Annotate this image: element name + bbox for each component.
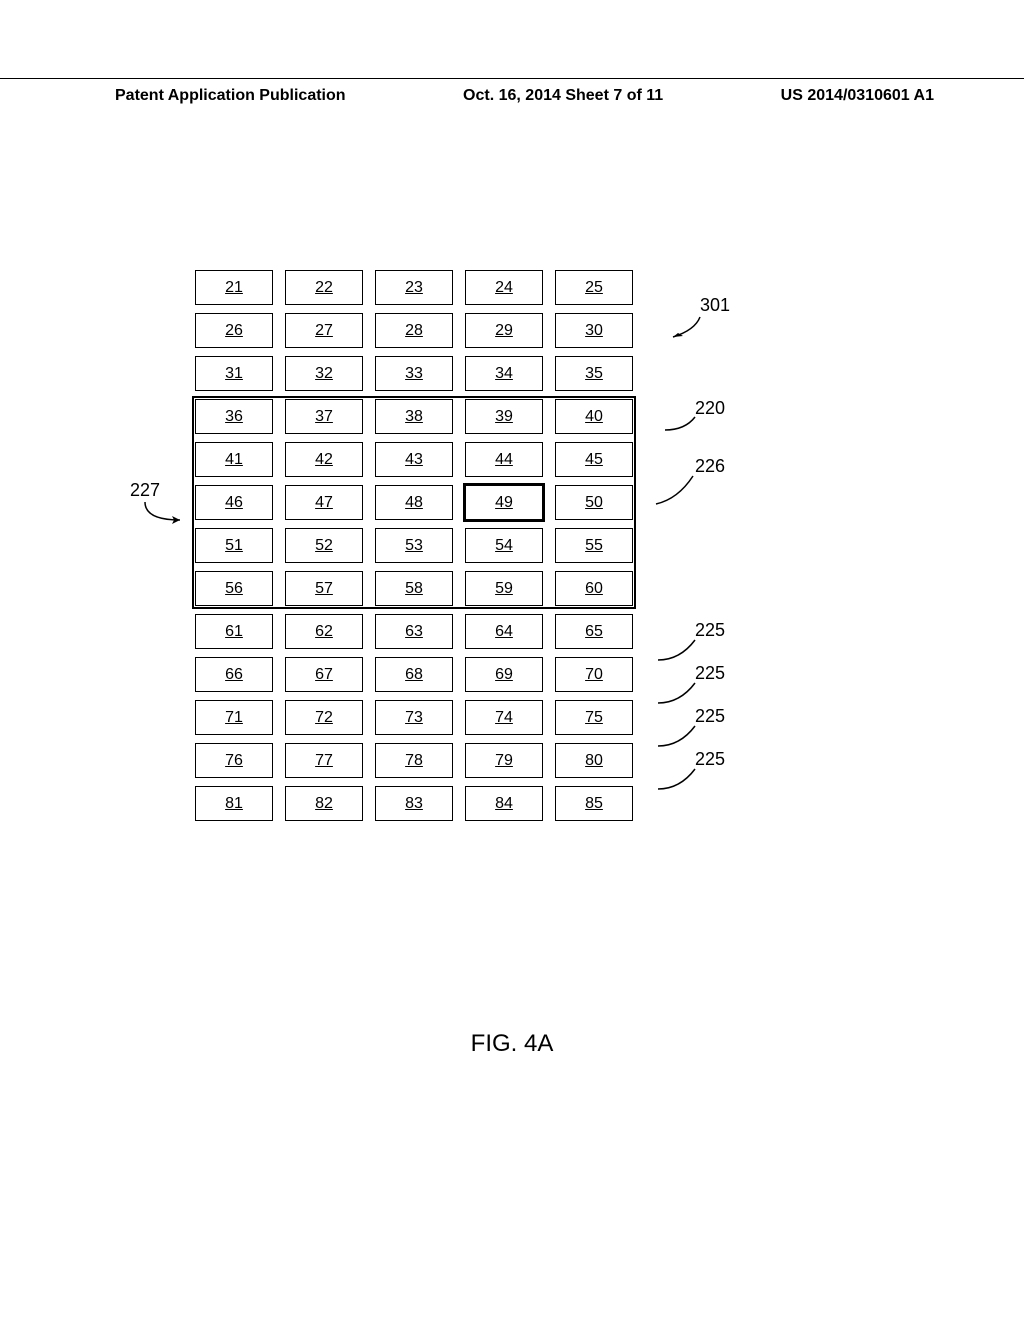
grid-cell: 25 bbox=[555, 270, 633, 305]
grid-cell: 50 bbox=[555, 485, 633, 520]
grid-cell: 41 bbox=[195, 442, 273, 477]
table-row: 71 72 73 74 75 bbox=[195, 700, 755, 735]
grid-cell: 37 bbox=[285, 399, 363, 434]
header-left: Patent Application Publication bbox=[115, 87, 346, 105]
grid-cell: 77 bbox=[285, 743, 363, 778]
page-header: Patent Application Publication Oct. 16, … bbox=[0, 78, 1024, 105]
grid-cell: 57 bbox=[285, 571, 363, 606]
grid-cell: 84 bbox=[465, 786, 543, 821]
figure-label: FIG. 4A bbox=[0, 1030, 1024, 1058]
grid-cell: 60 bbox=[555, 571, 633, 606]
table-row: 36 37 38 39 40 bbox=[195, 399, 755, 434]
grid-cell: 69 bbox=[465, 657, 543, 692]
grid-cell: 59 bbox=[465, 571, 543, 606]
grid-cell: 21 bbox=[195, 270, 273, 305]
table-row: 61 62 63 64 65 bbox=[195, 614, 755, 649]
table-row: 21 22 23 24 25 bbox=[195, 270, 755, 305]
grid-cell: 46 bbox=[195, 485, 273, 520]
leader-227-arrow bbox=[140, 500, 190, 530]
grid-cell: 45 bbox=[555, 442, 633, 477]
grid-cell: 26 bbox=[195, 313, 273, 348]
grid-cell: 27 bbox=[285, 313, 363, 348]
grid-cell: 72 bbox=[285, 700, 363, 735]
table-row: 41 42 43 44 45 bbox=[195, 442, 755, 477]
grid-cell: 52 bbox=[285, 528, 363, 563]
grid-cell: 31 bbox=[195, 356, 273, 391]
table-row: 31 32 33 34 35 bbox=[195, 356, 755, 391]
grid-cell: 62 bbox=[285, 614, 363, 649]
grid-cell: 36 bbox=[195, 399, 273, 434]
grid-cell: 76 bbox=[195, 743, 273, 778]
grid-cell: 49 bbox=[465, 485, 543, 520]
table-row: 26 27 28 29 30 bbox=[195, 313, 755, 348]
table-row: 66 67 68 69 70 bbox=[195, 657, 755, 692]
annotation-227: 227 bbox=[130, 480, 160, 501]
grid-cell: 39 bbox=[465, 399, 543, 434]
header-mid: Oct. 16, 2014 Sheet 7 of 11 bbox=[463, 87, 663, 105]
grid-cell: 44 bbox=[465, 442, 543, 477]
grid-cell: 32 bbox=[285, 356, 363, 391]
table-row: 81 82 83 84 85 bbox=[195, 786, 755, 821]
grid-cell: 74 bbox=[465, 700, 543, 735]
grid-cell: 68 bbox=[375, 657, 453, 692]
grid-cell: 24 bbox=[465, 270, 543, 305]
grid-cell: 66 bbox=[195, 657, 273, 692]
annotation-225-3: 225 bbox=[695, 706, 725, 727]
grid-cell: 78 bbox=[375, 743, 453, 778]
grid-cell: 73 bbox=[375, 700, 453, 735]
grid-cell: 80 bbox=[555, 743, 633, 778]
grid-cell: 47 bbox=[285, 485, 363, 520]
table-row: 51 52 53 54 55 bbox=[195, 528, 755, 563]
grid-cell: 43 bbox=[375, 442, 453, 477]
grid-cell: 71 bbox=[195, 700, 273, 735]
grid-cell: 63 bbox=[375, 614, 453, 649]
table-row: 76 77 78 79 80 bbox=[195, 743, 755, 778]
grid-cell: 83 bbox=[375, 786, 453, 821]
grid-cell: 79 bbox=[465, 743, 543, 778]
grid-cell: 48 bbox=[375, 485, 453, 520]
grid-cell: 54 bbox=[465, 528, 543, 563]
grid-cell: 33 bbox=[375, 356, 453, 391]
grid-cell: 61 bbox=[195, 614, 273, 649]
grid-cell: 23 bbox=[375, 270, 453, 305]
grid-cell: 64 bbox=[465, 614, 543, 649]
table-row: 56 57 58 59 60 bbox=[195, 571, 755, 606]
grid-cell: 67 bbox=[285, 657, 363, 692]
annotation-225-1: 225 bbox=[695, 620, 725, 641]
grid-cell: 81 bbox=[195, 786, 273, 821]
grid-cell: 65 bbox=[555, 614, 633, 649]
annotation-226: 226 bbox=[695, 456, 725, 477]
grid-cell: 75 bbox=[555, 700, 633, 735]
grid-cell: 35 bbox=[555, 356, 633, 391]
grid-cell: 34 bbox=[465, 356, 543, 391]
grid-cell: 56 bbox=[195, 571, 273, 606]
grid-cell: 70 bbox=[555, 657, 633, 692]
grid-cell: 42 bbox=[285, 442, 363, 477]
annotation-220: 220 bbox=[695, 398, 725, 419]
grid-cell: 22 bbox=[285, 270, 363, 305]
grid-cell: 51 bbox=[195, 528, 273, 563]
annotation-225-2: 225 bbox=[695, 663, 725, 684]
figure-area: 21 22 23 24 25 26 27 28 29 30 31 32 33 34 35 36 37 38 39 40… bbox=[195, 270, 755, 821]
annotation-225-4: 225 bbox=[695, 749, 725, 770]
grid-cell: 58 bbox=[375, 571, 453, 606]
grid-cell: 55 bbox=[555, 528, 633, 563]
grid-cell: 30 bbox=[555, 313, 633, 348]
grid-cell: 53 bbox=[375, 528, 453, 563]
header-right: US 2014/0310601 A1 bbox=[781, 87, 934, 105]
grid-cell: 28 bbox=[375, 313, 453, 348]
grid-cell: 40 bbox=[555, 399, 633, 434]
grid-cell: 85 bbox=[555, 786, 633, 821]
grid-cell: 29 bbox=[465, 313, 543, 348]
grid-cell: 82 bbox=[285, 786, 363, 821]
grid: 21 22 23 24 25 26 27 28 29 30 31 32 33 34 35 36 37 38 39 40… bbox=[195, 270, 755, 821]
grid-cell: 38 bbox=[375, 399, 453, 434]
annotation-301: 301 bbox=[700, 295, 730, 316]
table-row: 46 47 48 49 50 bbox=[195, 485, 755, 520]
